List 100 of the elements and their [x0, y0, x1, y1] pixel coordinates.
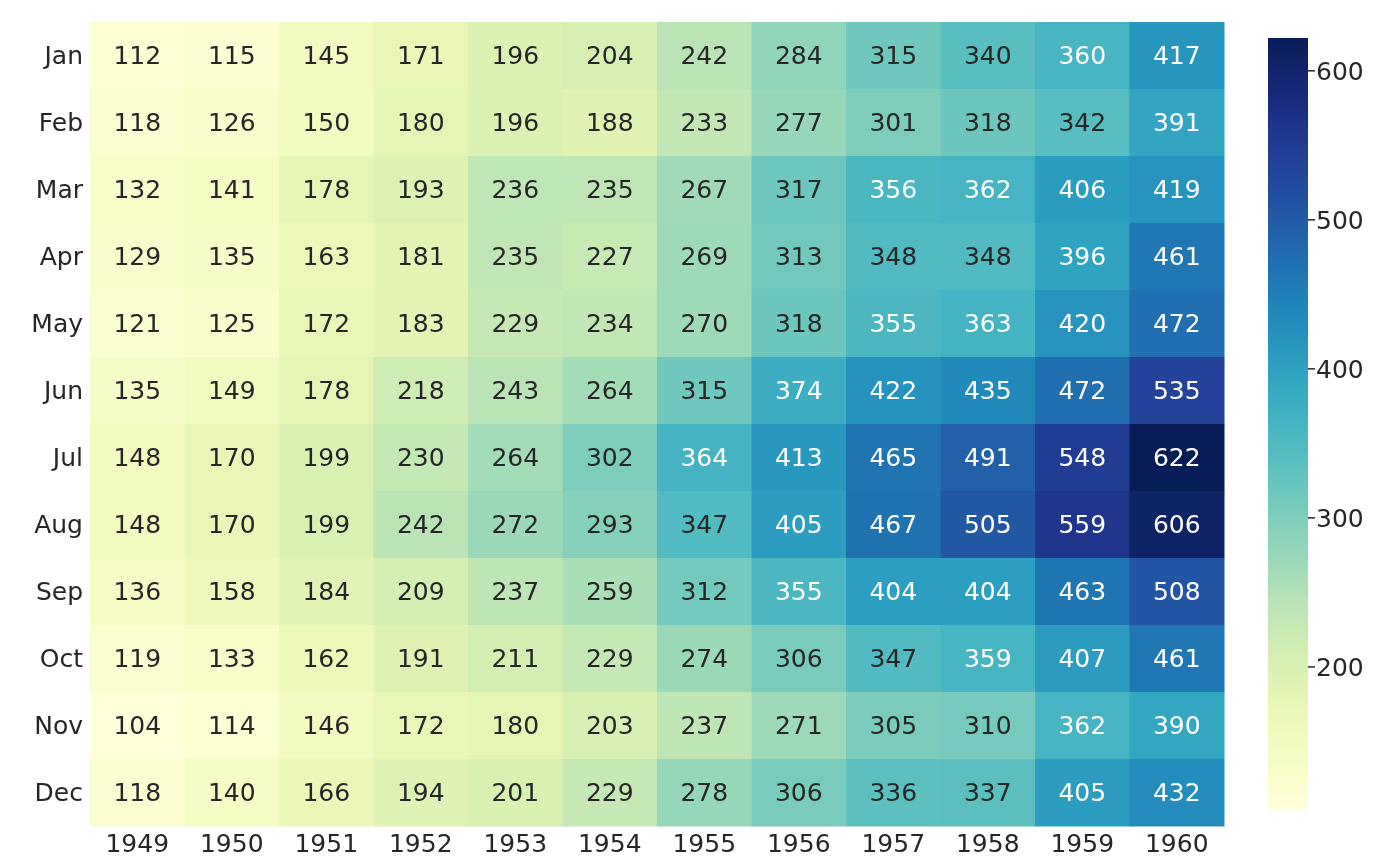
color-bar-label: 500: [1316, 205, 1364, 235]
data-label: 606: [1152, 510, 1201, 540]
data-label: 135: [113, 376, 162, 406]
data-label: 229: [585, 778, 634, 808]
data-label: 172: [396, 711, 445, 741]
data-label: 363: [963, 309, 1012, 339]
y-tick-label: Jul: [50, 443, 83, 473]
data-label: 191: [396, 644, 445, 674]
data-label: 278: [680, 778, 729, 808]
data-label: 535: [1152, 376, 1201, 406]
data-label: 548: [1058, 443, 1107, 473]
y-tick-label: Nov: [34, 711, 84, 741]
data-label: 417: [1152, 41, 1201, 71]
data-label: 293: [585, 510, 634, 540]
x-tick-label: 1959: [1050, 829, 1115, 858]
data-label: 133: [207, 644, 256, 674]
data-label: 183: [396, 309, 445, 339]
data-label: 465: [869, 443, 918, 473]
y-tick-label: Apr: [39, 242, 84, 272]
data-label: 315: [869, 41, 918, 71]
data-label: 274: [680, 644, 729, 674]
data-label: 196: [491, 41, 540, 71]
data-label: 170: [207, 510, 256, 540]
data-label: 390: [1152, 711, 1201, 741]
data-label: 374: [774, 376, 823, 406]
data-label: 313: [774, 242, 823, 272]
data-label: 114: [207, 711, 256, 741]
data-label: 310: [963, 711, 1012, 741]
data-label: 199: [302, 443, 351, 473]
data-label: 171: [396, 41, 445, 71]
y-tick-label: Mar: [35, 175, 84, 205]
data-label: 405: [1058, 778, 1107, 808]
data-label: 230: [396, 443, 445, 473]
color-bar-label: 300: [1316, 503, 1364, 533]
data-label: 396: [1058, 242, 1107, 272]
data-label: 413: [774, 443, 823, 473]
data-label: 356: [869, 175, 918, 205]
data-label: 209: [396, 577, 445, 607]
y-tick-label: Oct: [39, 644, 84, 674]
data-label: 405: [774, 510, 823, 540]
data-label: 132: [113, 175, 162, 205]
data-label: 237: [680, 711, 729, 741]
data-label: 149: [207, 376, 256, 406]
color-bar-label: 200: [1316, 652, 1364, 682]
data-label: 420: [1058, 309, 1107, 339]
data-label: 180: [491, 711, 540, 741]
x-tick-label: 1960: [1144, 829, 1209, 858]
data-label: 348: [869, 242, 918, 272]
x-tick-label: 1958: [955, 829, 1020, 858]
data-label: 136: [113, 577, 162, 607]
color-bar-label: 600: [1316, 56, 1364, 86]
data-label: 355: [774, 577, 823, 607]
data-label: 194: [396, 778, 445, 808]
y-tick-label: Feb: [38, 108, 83, 138]
x-tick-label: 1956: [766, 829, 831, 858]
x-tick-label: 1950: [199, 829, 264, 858]
x-tick-label: 1957: [861, 829, 926, 858]
data-label: 234: [585, 309, 634, 339]
data-label: 340: [963, 41, 1012, 71]
data-label: 184: [302, 577, 351, 607]
data-label: 259: [585, 577, 634, 607]
x-tick-label: 1952: [388, 829, 453, 858]
data-label: 267: [680, 175, 729, 205]
data-label: 432: [1152, 778, 1201, 808]
data-label: 359: [963, 644, 1012, 674]
data-label: 119: [113, 644, 162, 674]
x-tick-label: 1949: [105, 829, 170, 858]
data-label: 406: [1058, 175, 1107, 205]
data-label: 491: [963, 443, 1012, 473]
data-label: 622: [1152, 443, 1201, 473]
data-label: 242: [680, 41, 729, 71]
data-label: 148: [113, 510, 162, 540]
data-label: 360: [1058, 41, 1107, 71]
data-label: 362: [1058, 711, 1107, 741]
data-label: 227: [585, 242, 634, 272]
data-label: 178: [302, 376, 351, 406]
color-bar-label: 400: [1316, 354, 1364, 384]
data-label: 140: [207, 778, 256, 808]
data-label: 146: [302, 711, 351, 741]
y-tick-label: May: [31, 309, 84, 339]
x-tick-label: 1953: [483, 829, 548, 858]
data-label: 318: [963, 108, 1012, 138]
data-label: 199: [302, 510, 351, 540]
data-label: 158: [207, 577, 256, 607]
data-label: 419: [1152, 175, 1201, 205]
data-label: 305: [869, 711, 918, 741]
data-label: 118: [113, 778, 162, 808]
data-label: 201: [491, 778, 540, 808]
data-label: 193: [396, 175, 445, 205]
data-label: 284: [774, 41, 823, 71]
data-label: 348: [963, 242, 1012, 272]
data-label: 315: [680, 376, 729, 406]
data-label: 264: [491, 443, 540, 473]
data-label: 422: [869, 376, 918, 406]
data-label: 312: [680, 577, 729, 607]
data-label: 150: [302, 108, 351, 138]
data-label: 166: [302, 778, 351, 808]
data-label: 141: [207, 175, 256, 205]
data-label: 125: [207, 309, 256, 339]
data-label: 270: [680, 309, 729, 339]
